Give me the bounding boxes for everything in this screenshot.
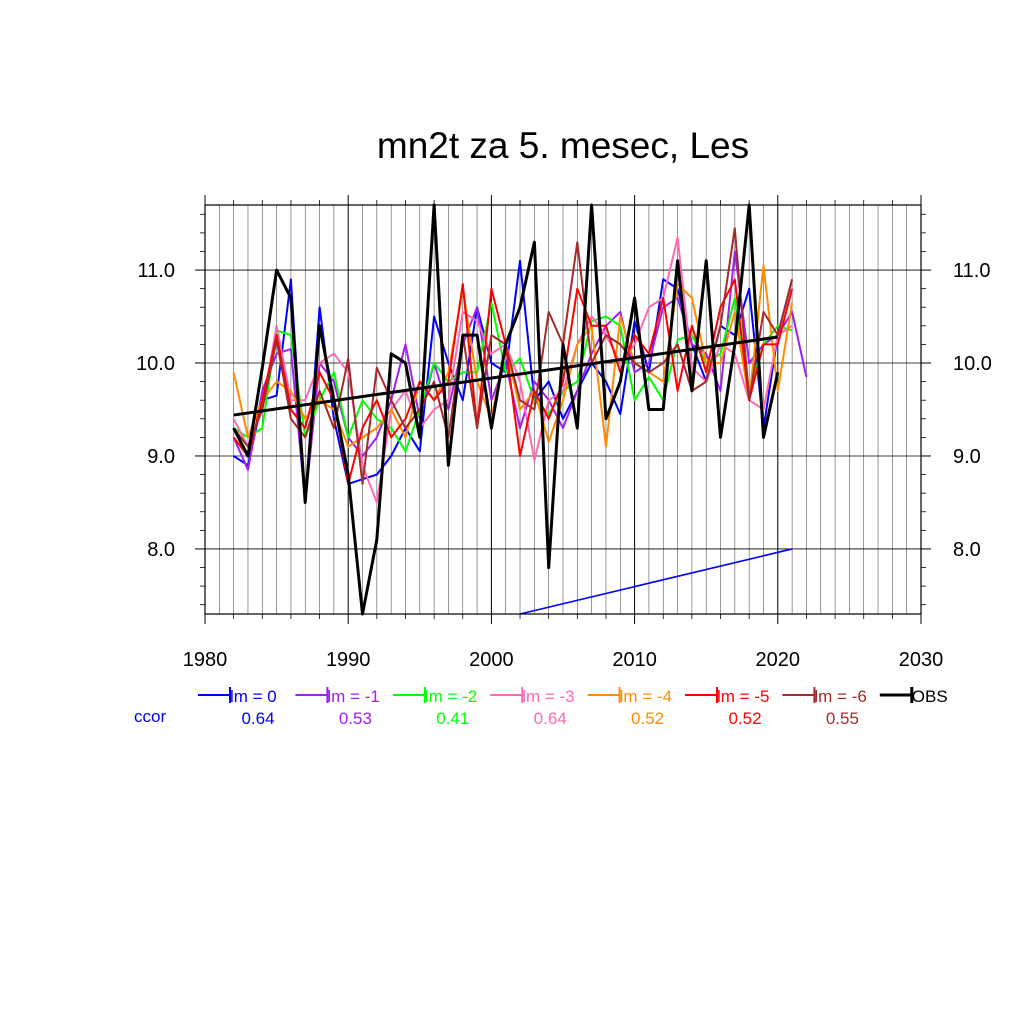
- legend-label-5: lm = -5: [717, 687, 769, 706]
- y-tick-label-left: 9.0: [147, 446, 175, 468]
- x-tick-label: 2010: [612, 649, 657, 671]
- series-line-7: [232, 203, 780, 616]
- y-tick-label-right: 11.0: [953, 260, 990, 282]
- x-tick-label: 1980: [183, 649, 228, 671]
- ccor-value-2: 0.41: [436, 709, 469, 728]
- legend: lm = 0 0.64 lm = -1 0.53 lm = -2 0.41 lm = -3 0…: [134, 687, 948, 728]
- legend-label-2: lm = -2: [425, 687, 477, 706]
- y-tick-label-right: 9.0: [953, 446, 981, 468]
- ccor-value-3: 0.64: [534, 709, 567, 728]
- ccor-value-6: 0.55: [826, 709, 859, 728]
- ccor-value-5: 0.52: [728, 709, 761, 728]
- ccor-value-1: 0.53: [339, 709, 372, 728]
- series-line-6: [232, 227, 794, 485]
- legend-label-0: lm = 0: [230, 687, 277, 706]
- trend-line-1: [519, 548, 793, 615]
- plot-frame: [204, 204, 922, 615]
- trend-lines: [233, 335, 793, 615]
- legend-label-7: OBS: [912, 687, 948, 706]
- y-tick-label-right: 8.0: [953, 539, 981, 561]
- ccor-label: ccor: [134, 707, 166, 726]
- ccor-value-0: 0.64: [241, 709, 274, 728]
- x-tick-label: 1990: [326, 649, 371, 671]
- legend-label-6: lm = -6: [814, 687, 866, 706]
- y-tick-label-left: 10.0: [136, 353, 175, 375]
- trend-line-0: [233, 335, 779, 417]
- legend-label-3: lm = -3: [522, 687, 574, 706]
- ccor-value-4: 0.52: [631, 709, 664, 728]
- y-tick-label-left: 11.0: [138, 260, 175, 282]
- y-tick-label-left: 8.0: [147, 539, 175, 561]
- x-tick-label: 2020: [756, 649, 801, 671]
- legend-label-4: lm = -4: [620, 687, 672, 706]
- x-tick-label: 2030: [899, 649, 944, 671]
- legend-label-1: lm = -1: [327, 687, 379, 706]
- series-lines: [232, 203, 808, 616]
- chart-title: mn2t za 5. mesec, Les: [377, 125, 749, 166]
- axes: 1980 1990 2000 2010 2020 2030 8.0 8.0 9.0 9.0 10.0…: [136, 195, 992, 671]
- x-tick-label: 2000: [469, 649, 514, 671]
- y-tick-label-right: 10.0: [953, 353, 992, 375]
